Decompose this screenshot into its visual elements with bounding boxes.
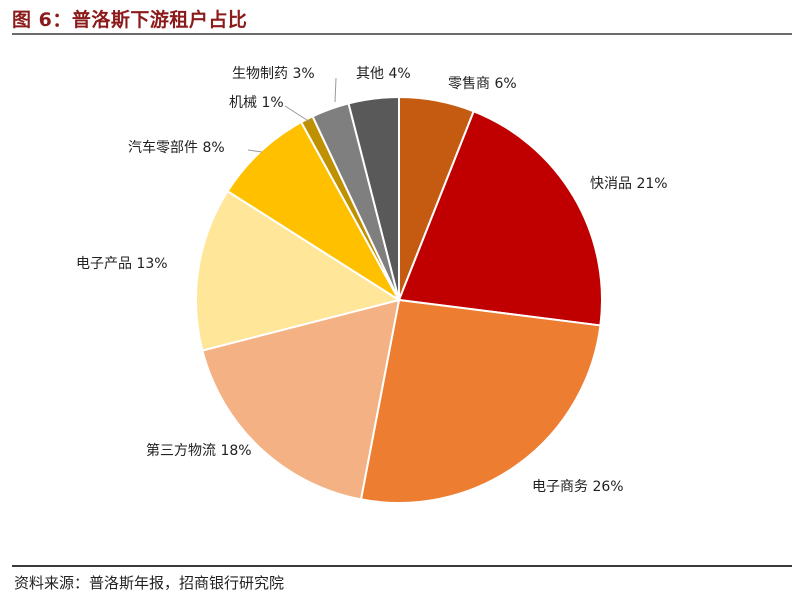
pie-slice	[347, 95, 400, 301]
leader-line	[247, 149, 263, 153]
slice-label: 电子商务 26%	[532, 479, 624, 495]
slice-label: 生物制药 3%	[232, 66, 315, 82]
slice-label: 第三方物流 18%	[146, 442, 252, 459]
leader-line	[284, 105, 311, 123]
footer-divider	[12, 565, 792, 567]
slice-label: 快消品 21%	[590, 176, 668, 192]
slice-label: 电子产品 13%	[76, 256, 168, 272]
slice-label: 汽车零部件 8%	[128, 139, 225, 156]
source-note: 资料来源：普洛斯年报，招商银行研究院	[14, 574, 285, 592]
slice-label: 机械 1%	[229, 95, 284, 111]
slice-label: 零售商 6%	[448, 76, 517, 92]
pie-slice	[359, 298, 602, 504]
figure-title: 图 6：普洛斯下游租户占比	[12, 9, 248, 31]
pie-slice	[195, 189, 402, 352]
pie-slice	[397, 109, 603, 327]
leader-line	[334, 77, 337, 103]
slice-labels: 零售商 6% 快消品 21% 电子商务 26% 第三方物流 18% 电子产品 13% 汽车…	[76, 66, 668, 495]
pie-chart: 零售商 6% 快消品 21% 电子商务 26% 第三方物流 18% 电子产品 13% 汽车…	[76, 66, 668, 504]
pie-slice	[201, 298, 401, 501]
pie-slices	[195, 95, 603, 504]
title-divider	[12, 33, 792, 35]
slice-label: 其他 4%	[356, 66, 411, 82]
leader-lines	[247, 77, 337, 153]
